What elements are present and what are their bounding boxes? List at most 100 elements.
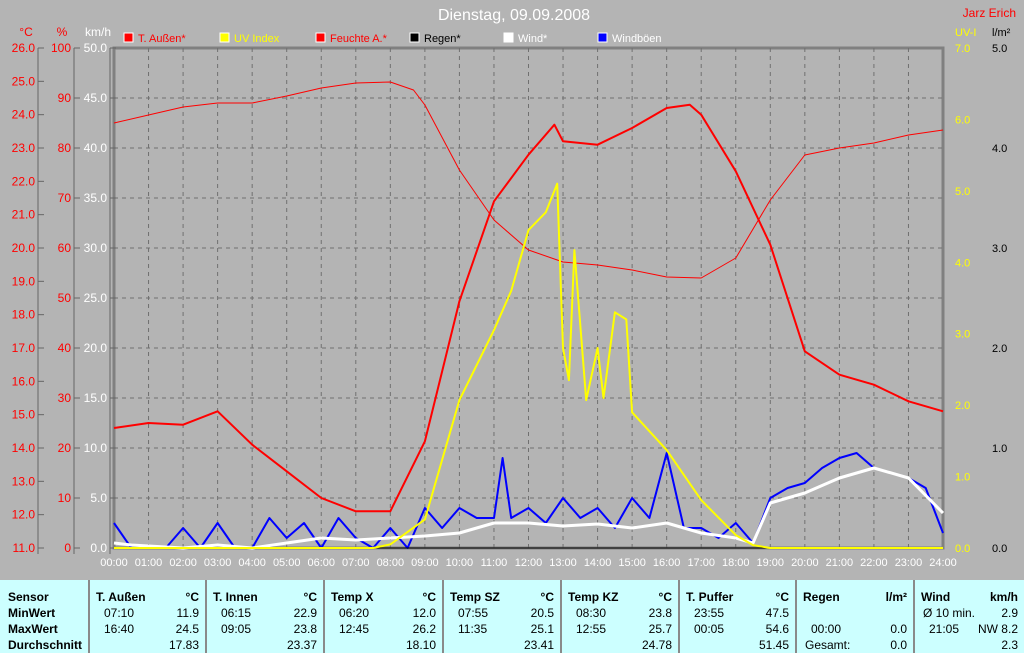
y-tick-label: 10.0 [84, 441, 108, 455]
y-tick-label: 12.0 [12, 508, 36, 522]
y-tick-label: 2.0 [955, 400, 970, 412]
x-tick-label: 03:00 [204, 557, 232, 569]
column-unit: °C [303, 590, 317, 604]
y-tick-label: 26.0 [12, 41, 36, 55]
min-time: 08:30 [576, 606, 607, 620]
column-temp-sz: Temp SZ °C 07:55 20.5 11:35 25.1 23.41 [444, 580, 562, 653]
y-tick-label: 21.0 [12, 208, 36, 222]
min-value: 12.0 [412, 606, 436, 620]
column-temp-x: Temp X °C 06:20 12.0 12:45 26.2 18.10 [325, 580, 444, 653]
legend-swatch [123, 32, 134, 43]
y-tick-label: 40 [58, 341, 72, 355]
column-header: Wind [921, 590, 951, 604]
y-tick-label: 20.0 [84, 341, 108, 355]
column-header: T. Puffer [686, 590, 734, 604]
y-tick-label: 3.0 [992, 243, 1007, 255]
x-tick-label: 00:00 [100, 557, 128, 569]
y-tick-label: 14.0 [12, 441, 36, 455]
x-tick-label: 23:00 [895, 557, 923, 569]
row-label: Sensor [8, 590, 49, 604]
max-time: 12:55 [576, 622, 607, 636]
y-tick-label: 15.0 [84, 391, 108, 405]
x-tick-label: 22:00 [860, 557, 888, 569]
min-time: 06:20 [339, 606, 370, 620]
y-tick-label: 2.0 [992, 343, 1007, 355]
average-value: 2.3 [1001, 638, 1018, 652]
author-label: Jarz Erich [963, 6, 1016, 20]
x-tick-label: 13:00 [549, 557, 577, 569]
y-tick-label: 25.0 [12, 74, 36, 88]
column-t-puffer: T. Puffer °C 23:55 47.5 00:05 54.6 51.45 [680, 580, 797, 653]
max-time: 21:05 [929, 622, 960, 636]
y-tick-label: 15.0 [12, 408, 36, 422]
y-tick-label: 16.0 [12, 374, 36, 388]
x-tick-label: 16:00 [653, 557, 681, 569]
y-tick-label: 19.0 [12, 274, 36, 288]
x-tick-label: 15:00 [618, 557, 646, 569]
column-unit: °C [422, 590, 436, 604]
column-t-innen: T. Innen °C 06:15 22.9 09:05 23.8 23.37 [207, 580, 325, 653]
legend-entry: Windböen [612, 33, 662, 45]
max-value: 25.7 [648, 622, 672, 636]
y-tick-label: 90 [58, 91, 72, 105]
series-line-feuchte [113, 81, 944, 279]
min-time: 23:55 [694, 606, 725, 620]
y-tick-label: 23.0 [12, 141, 36, 155]
min-time: 07:55 [458, 606, 489, 620]
column-header: Temp KZ [568, 590, 619, 604]
legend-entry: Feuchte A.* [330, 33, 388, 45]
max-value: 0.0 [890, 622, 907, 636]
y-tick-label: 60 [58, 241, 72, 255]
y-tick-label: 50.0 [84, 41, 108, 55]
legend-swatch [597, 32, 608, 43]
max-value: NW 8.2 [977, 622, 1018, 636]
y-tick-label: 0 [64, 541, 71, 555]
x-tick-label: 01:00 [135, 557, 163, 569]
column-unit: km/h [989, 590, 1018, 604]
y-tick-label: 0.0 [992, 543, 1007, 555]
y-tick-label: 17.0 [12, 341, 36, 355]
average-value: 18.10 [405, 638, 436, 652]
max-value: 26.2 [412, 622, 436, 636]
y-tick-label: 0.0 [955, 543, 970, 555]
row-label: MinWert [8, 606, 56, 620]
x-tick-label: 14:00 [584, 557, 612, 569]
y-tick-label: 20 [58, 441, 72, 455]
y-tick-label: 4.0 [992, 143, 1007, 155]
y-tick-label: 18.0 [12, 308, 36, 322]
axis-unit-label: l/m² [992, 27, 1011, 39]
y-tick-label: 5.0 [992, 43, 1007, 55]
y-tick-label: 5.0 [955, 186, 970, 198]
chart-title: Dienstag, 09.09.2008 [438, 7, 590, 24]
x-tick-label: 12:00 [515, 557, 543, 569]
sensor-summary-table: Sensor MinWert MaxWert Durchschnitt T. Außen… [0, 580, 1024, 653]
axis-unit-label: km/h [85, 25, 111, 39]
y-tick-label: 13.0 [12, 474, 36, 488]
row-label: Durchschnitt [8, 638, 83, 652]
min-value: 11.9 [176, 606, 199, 620]
x-tick-label: 11:00 [481, 557, 508, 569]
legend-entry: T. Außen* [138, 33, 186, 45]
column-t-au-en: T. Außen °C 07:10 11.9 16:40 24.5 17.83 [90, 580, 207, 653]
y-tick-label: 11.0 [13, 541, 36, 555]
series-line-windboeen [113, 452, 944, 549]
x-tick-label: 10:00 [446, 557, 474, 569]
x-tick-label: 08:00 [377, 557, 405, 569]
y-tick-label: 35.0 [84, 191, 108, 205]
min-value: 20.5 [530, 606, 554, 620]
y-tick-label: 24.0 [12, 108, 36, 122]
weather-chart: 00:00 01:00 02:00 03:00 04:00 05:00 06:00 07:00… [12, 6, 1016, 569]
column-unit: °C [775, 590, 789, 604]
average-value: 51.45 [758, 638, 789, 652]
y-tick-label: 25.0 [84, 291, 108, 305]
max-time: 00:00 [811, 622, 842, 636]
column-wind: Wind km/h Ø 10 min. 2.9 21:05 NW 8.2 2.3 [915, 580, 1024, 653]
x-tick-label: 19:00 [757, 557, 785, 569]
average-value: 23.41 [523, 638, 554, 652]
column-header: T. Außen [96, 590, 146, 604]
y-tick-label: 0.0 [90, 541, 107, 555]
series-line-uv [114, 182, 943, 549]
y-tick-label: 6.0 [955, 114, 970, 126]
min-time: 06:15 [221, 606, 252, 620]
column-header: T. Innen [213, 590, 258, 604]
